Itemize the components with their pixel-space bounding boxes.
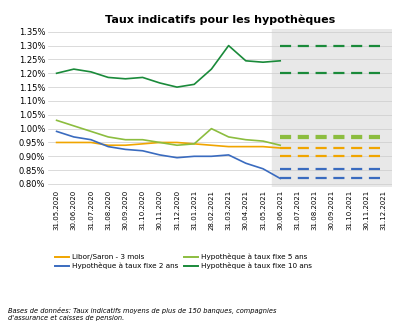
Legend: Libor/Saron - 3 mois, Hypothèque à taux fixe 2 ans, Hypothèque à taux fixe 5 ans: Libor/Saron - 3 mois, Hypothèque à taux … [52,250,315,272]
Text: Bases de données: Taux indicatifs moyens de plus de 150 banques, compagnies
d'as: Bases de données: Taux indicatifs moyens… [8,307,276,321]
Title: Taux indicatifs pour les hypothèques: Taux indicatifs pour les hypothèques [105,15,335,25]
Bar [272,29,392,187]
